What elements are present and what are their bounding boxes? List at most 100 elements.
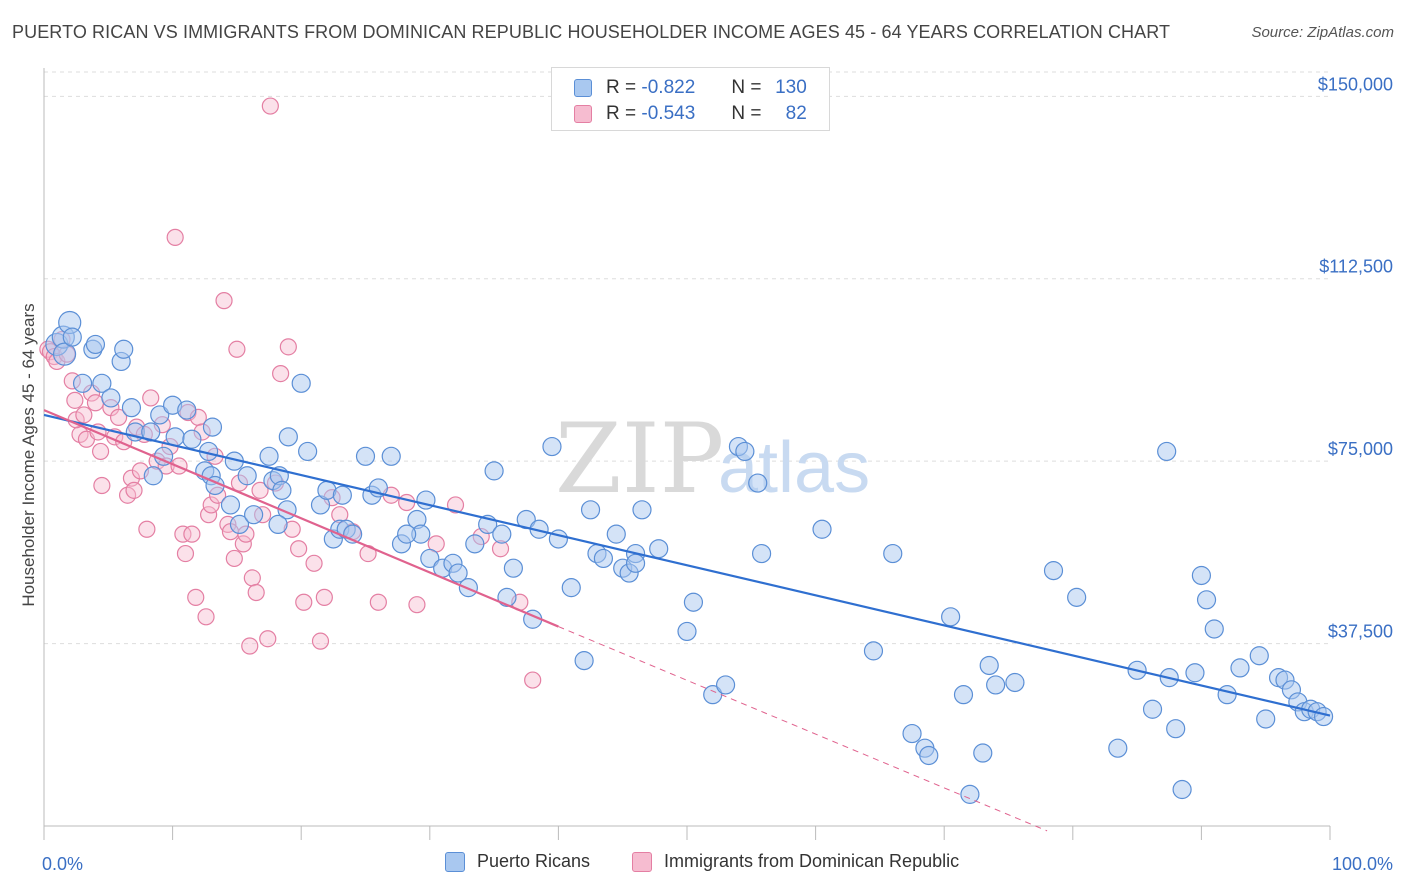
puerto-rican-point (1142, 699, 1163, 719)
puerto-rican-point (542, 436, 562, 457)
correlation-legend: R = -0.822 N = 130 R = -0.543 N = 82 (551, 67, 830, 131)
y-tick-label: $75,000 (1328, 439, 1393, 459)
puerto-rican-point (420, 548, 440, 569)
puerto-rican-point (237, 466, 257, 486)
puerto-rican-point (101, 388, 121, 408)
dominican-point (398, 493, 416, 512)
puerto-rican-point (244, 505, 264, 525)
legend-row-puerto-rican: R = -0.822 N = 130 (574, 75, 807, 101)
puerto-rican-point (1313, 706, 1334, 727)
puerto-rican-point (1067, 587, 1087, 607)
puerto-rican-point (121, 398, 142, 418)
puerto-rican-point (919, 745, 939, 766)
puerto-rican-point (291, 373, 311, 393)
puerto-rican-point (580, 500, 601, 520)
puerto-rican-point (960, 784, 980, 804)
dominican-point (295, 593, 313, 611)
puerto-rican-point (649, 539, 669, 559)
dominican-point (408, 596, 426, 614)
dominican-point (241, 637, 259, 655)
dominican-point (228, 340, 246, 358)
puerto-rican-point (1172, 779, 1192, 800)
puerto-rican-point (202, 417, 223, 437)
source-label: Source: ZipAtlas.com (1251, 24, 1394, 41)
legend-swatch-blue (574, 79, 592, 97)
puerto-rican-point (1204, 619, 1224, 639)
y-tick-label: $150,000 (1318, 74, 1393, 94)
legend-swatch-blue (445, 851, 465, 872)
puerto-rican-point (484, 461, 504, 481)
dominican-point (305, 554, 323, 572)
y-tick-label: $37,500 (1328, 622, 1393, 642)
dominican-point (138, 520, 156, 538)
puerto-rican-point (1043, 561, 1064, 581)
legend-swatch-pink (574, 105, 592, 123)
legend-n-value: 130 (775, 77, 807, 98)
dominican-point (91, 442, 110, 461)
puerto-rican-point (114, 339, 134, 359)
puerto-rican-point (625, 553, 646, 573)
puerto-rican-point (973, 743, 993, 763)
dominican-point (142, 389, 160, 407)
puerto-rican-point (683, 592, 704, 612)
puerto-rican-point (1108, 738, 1128, 758)
legend-swatch-pink (632, 851, 652, 872)
dominican-point (176, 544, 195, 563)
puerto-rican-point (1256, 709, 1276, 729)
puerto-rican-point (1166, 719, 1186, 739)
puerto-rican-point (863, 641, 884, 661)
dominican-point (202, 496, 220, 514)
y-tick-label: $112,500 (1319, 257, 1393, 277)
puerto-rican-point (220, 495, 241, 515)
puerto-rican-point (143, 466, 163, 486)
puerto-rican-point (465, 534, 485, 554)
dominican-point (86, 394, 105, 412)
puerto-rican-point (1249, 646, 1269, 666)
watermark: ZIP atlas (555, 403, 870, 515)
puerto-rican-point (883, 543, 903, 564)
puerto-rican-point (902, 723, 922, 744)
chart-title: PUERTO RICAN VS IMMIGRANTS FROM DOMINICA… (12, 22, 1171, 42)
puerto-rican-point (503, 558, 523, 578)
puerto-rican-point (332, 485, 352, 505)
puerto-rican-point (979, 655, 999, 676)
puerto-rican-point (268, 514, 288, 535)
dominican-point (524, 671, 542, 689)
dominican-point (272, 365, 290, 383)
dominican-point (243, 569, 261, 587)
legend-n-label: N = (731, 77, 762, 98)
dominican-point (261, 97, 279, 115)
puerto-rican-point (1005, 672, 1025, 693)
dominican-point (234, 535, 252, 553)
dominican-point (446, 496, 465, 514)
tick-labels: $37,500 $75,000 $112,500 $150,000 0.0% 100.0% (42, 74, 1393, 874)
dominican-point (215, 292, 233, 310)
dominican-point (183, 525, 201, 543)
puerto-rican-point (812, 519, 832, 539)
puerto-rican-point (72, 373, 93, 393)
puerto-rican-trend-line (43, 413, 1331, 717)
puerto-rican-point (677, 621, 697, 642)
puerto-rican-point (62, 327, 82, 347)
puerto-rican-point (1191, 565, 1212, 586)
puerto-rican-point (748, 473, 768, 493)
puerto-rican-point (953, 685, 974, 705)
puerto-rican-point (448, 563, 468, 583)
legend-item-puerto-ricans: Puerto Ricans (445, 851, 590, 872)
legend-r-label: R = (606, 103, 637, 124)
legend-n-value: 82 (785, 103, 807, 124)
puerto-rican-point (85, 334, 106, 355)
dominican-point (279, 338, 297, 356)
dominican-point (66, 391, 84, 409)
puerto-rican-point (52, 342, 77, 366)
puerto-rican-point (715, 675, 736, 695)
puerto-rican-point (272, 480, 292, 500)
dominican-point (225, 549, 243, 568)
legend-label: Puerto Ricans (477, 851, 591, 871)
puerto-rican-point (1196, 590, 1217, 610)
puerto-rican-point (497, 587, 517, 607)
dominican-point (187, 588, 205, 606)
legend-r-value: -0.822 (641, 77, 696, 98)
puerto-rican-point (92, 373, 112, 393)
